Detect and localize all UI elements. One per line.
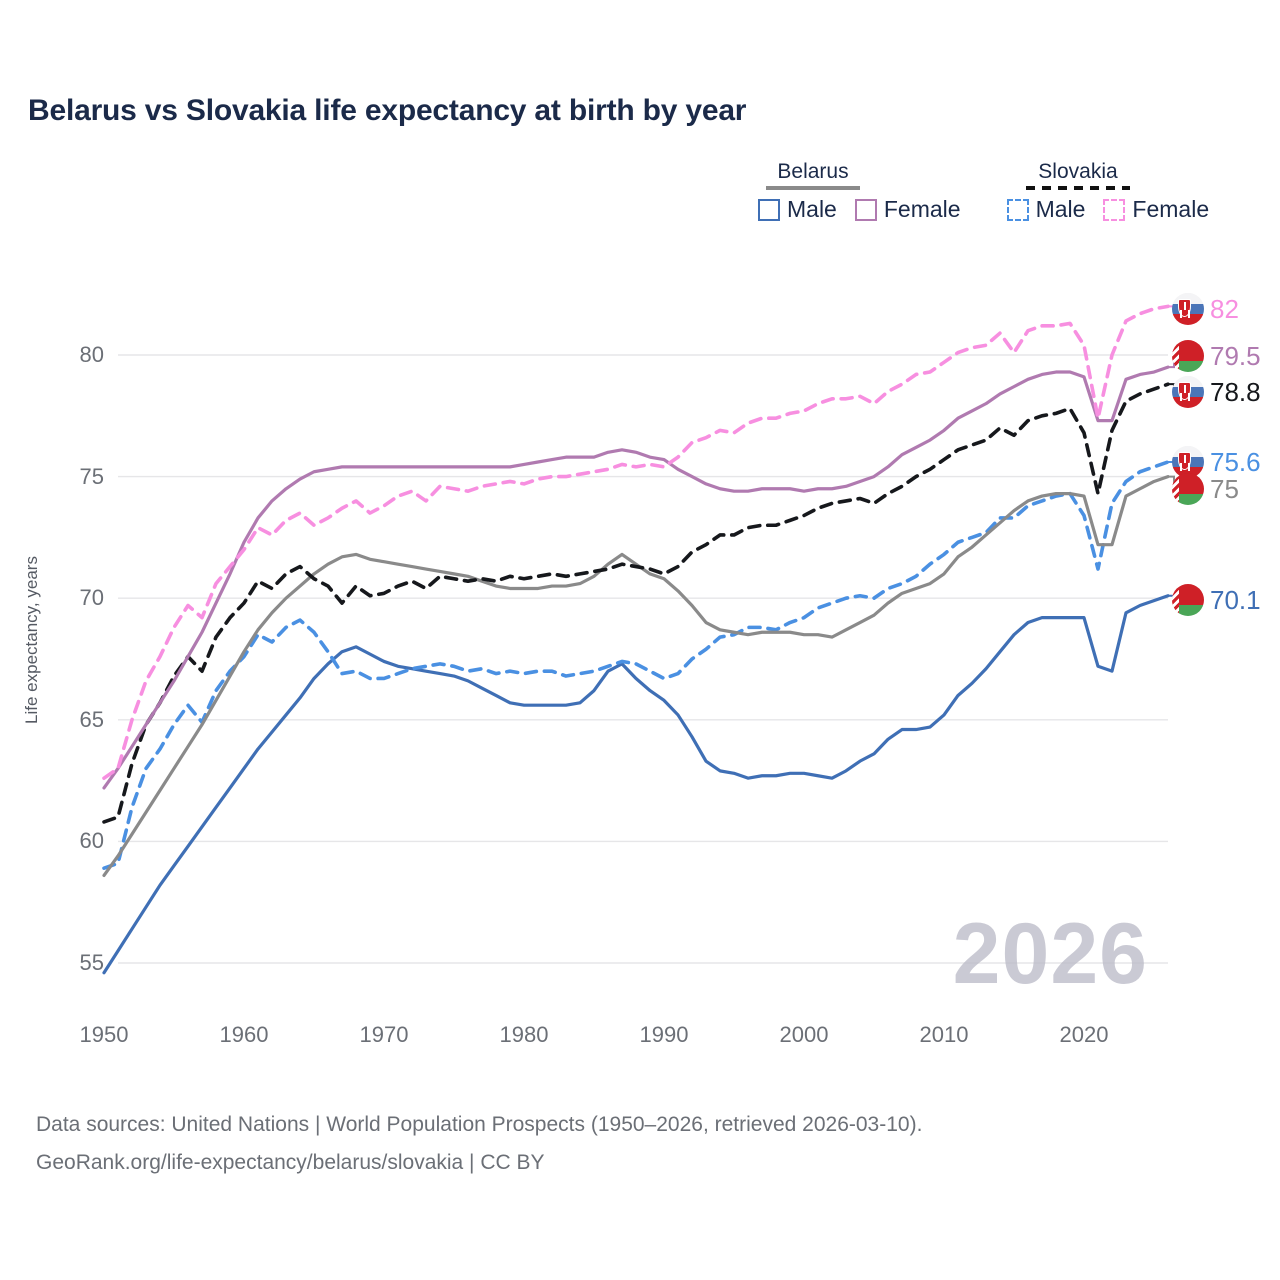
footer-data-sources: Data sources: United Nations | World Pop… — [36, 1113, 923, 1136]
legend-group-slovakia-label: Slovakia — [1038, 160, 1118, 183]
legend-swatch-slovakia-female-icon — [1103, 198, 1126, 221]
year-watermark: 2026 — [952, 906, 1148, 1002]
x-tick-1970: 1970 — [359, 1022, 409, 1047]
end-label-value: 79.5 — [1210, 340, 1261, 371]
legend-label-belarus-male: Male — [787, 196, 837, 222]
belarus-flag-icon — [1172, 473, 1204, 505]
end-label-value: 75.6 — [1210, 446, 1261, 477]
legend-item-slovakia-male[interactable]: Male — [1006, 196, 1086, 223]
y-tick-70: 70 — [79, 585, 104, 611]
x-tick-1960: 1960 — [219, 1022, 269, 1047]
y-tick-55: 55 — [79, 950, 104, 975]
y-tick-80: 80 — [79, 342, 104, 367]
end-label-78.8: 78.8 — [1172, 376, 1261, 408]
page-title: Belarus vs Slovakia life expectancy at b… — [28, 94, 747, 127]
series-line-slovakia-total — [102, 382, 1170, 824]
slovakia-flag-icon — [1172, 446, 1204, 478]
x-tick-1950: 1950 — [79, 1022, 129, 1047]
end-label-75: 75 — [1172, 473, 1239, 505]
legend-swatch-slovakia-male-icon — [1006, 198, 1029, 221]
end-label-79.5: 79.5 — [1172, 340, 1261, 372]
y-tick-65: 65 — [79, 706, 104, 732]
series-line-slovakia-female — [102, 304, 1170, 780]
legend-swatch-belarus-female-icon — [854, 198, 877, 221]
legend-items: Male Female Male Female — [758, 196, 1227, 223]
end-label-value: 70.1 — [1210, 584, 1261, 615]
legend-group-belarus-label: Belarus — [777, 160, 849, 183]
series-line-belarus-female — [102, 365, 1170, 790]
end-label-75.6: 75.6 — [1172, 446, 1261, 478]
x-tick-2000: 2000 — [779, 1022, 829, 1047]
legend-group-row: Belarus Slovakia — [758, 160, 1258, 190]
legend-label-slovakia-male: Male — [1035, 196, 1086, 222]
legend-item-belarus-female[interactable]: Female — [854, 196, 961, 223]
y-axis-ticks: 55 60 65 70 75 80 — [0, 0, 104, 1280]
belarus-flag-icon — [1172, 584, 1204, 616]
end-label-value: 82 — [1210, 293, 1239, 324]
legend-item-belarus-male[interactable]: Male — [758, 196, 837, 223]
legend-group-slovakia-rule — [1026, 186, 1130, 190]
legend-group-belarus: Belarus — [766, 160, 860, 190]
belarus-flag-icon — [1172, 340, 1204, 372]
series-end-labels: 82 79.5 78.8 75.6 75 70.1 — [1160, 0, 1280, 1280]
legend-group-belarus-rule — [766, 186, 860, 190]
slovakia-flag-icon — [1172, 293, 1204, 325]
legend-swatch-belarus-male-icon — [758, 198, 780, 221]
x-tick-2010: 2010 — [919, 1022, 969, 1047]
series-line-belarus-total — [102, 475, 1170, 878]
series-line-slovakia-male — [102, 460, 1170, 870]
footer-attribution: GeoRank.org/life-expectancy/belarus/slov… — [36, 1151, 545, 1174]
end-label-70.1: 70.1 — [1172, 584, 1261, 616]
footer: Data sources: United Nations | World Pop… — [36, 1106, 922, 1182]
end-label-value: 78.8 — [1210, 376, 1261, 407]
legend-group-slovakia: Slovakia — [1026, 160, 1130, 190]
x-tick-2020: 2020 — [1059, 1022, 1109, 1047]
y-tick-60: 60 — [79, 828, 104, 854]
x-tick-1980: 1980 — [499, 1022, 549, 1047]
x-tick-1990: 1990 — [639, 1022, 689, 1047]
end-label-value: 75 — [1210, 473, 1239, 504]
legend-item-slovakia-female[interactable]: Female — [1103, 196, 1209, 223]
chart-legend: Belarus Slovakia Male Female Male — [758, 160, 1258, 240]
end-label-82: 82 — [1172, 293, 1239, 325]
y-tick-75: 75 — [79, 463, 104, 489]
slovakia-flag-icon — [1172, 376, 1204, 408]
legend-label-belarus-female: Female — [883, 196, 961, 222]
legend-label-slovakia-female: Female — [1132, 196, 1210, 222]
